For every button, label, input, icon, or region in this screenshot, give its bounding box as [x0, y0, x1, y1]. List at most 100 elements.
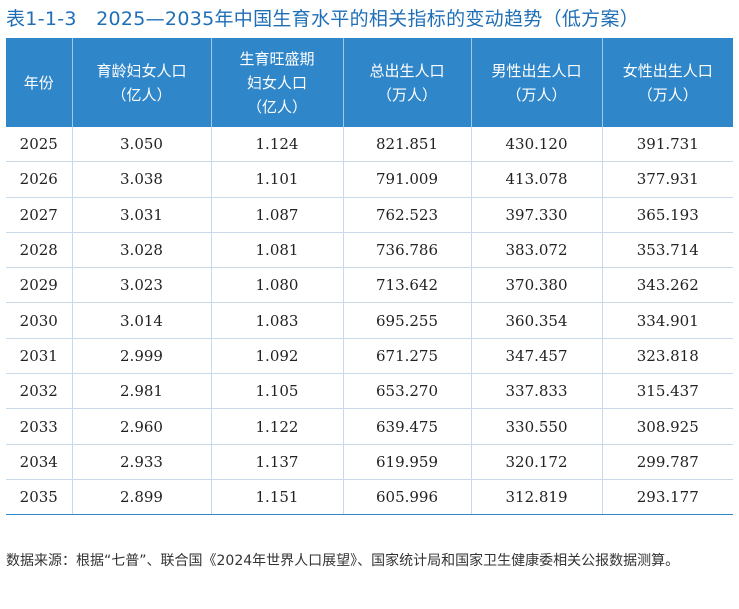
- value-cell: 1.087: [210, 197, 343, 233]
- value-cell: 377.931: [601, 161, 733, 198]
- header-row: 年份 育龄妇女人口 （亿人） 生育旺盛期 妇女人口 （亿人） 总出生人口 （万人） 男性出生人口…: [6, 38, 733, 127]
- column-header-line: （万人）: [376, 85, 437, 104]
- data-table: 年份 育龄妇女人口 （亿人） 生育旺盛期 妇女人口 （亿人） 总出生人口 （万人） 男性出生人口…: [6, 38, 733, 516]
- table-row: 2027 3.031 1.087 762.523 397.330 365.193: [6, 197, 733, 233]
- column-header: 总出生人口 （万人）: [342, 38, 471, 127]
- column-header-line: 生育旺盛期: [239, 49, 315, 68]
- value-cell: 3.038: [71, 161, 211, 198]
- table-body: 2025 3.050 1.124 821.851 430.120 391.731 2026 3…: [6, 127, 733, 516]
- value-cell: 3.023: [71, 267, 211, 304]
- year-cell: 2025: [6, 127, 72, 163]
- value-cell: 3.031: [71, 197, 211, 233]
- value-cell: 391.731: [601, 127, 733, 163]
- table-row: 2033 2.960 1.122 639.475 330.550 308.925: [6, 408, 733, 445]
- value-cell: 347.457: [470, 338, 602, 375]
- value-cell: 1.151: [210, 479, 343, 516]
- value-cell: 1.124: [210, 127, 343, 163]
- value-cell: 3.050: [71, 127, 211, 163]
- column-header-line: （万人）: [637, 85, 698, 104]
- value-cell: 343.262: [601, 267, 733, 304]
- year-cell: 2035: [6, 479, 72, 516]
- column-header-line: （亿人）: [111, 85, 172, 104]
- value-cell: 1.101: [210, 161, 343, 198]
- year-cell: 2030: [6, 302, 72, 339]
- table-row: 2026 3.038 1.101 791.009 413.078 377.931: [6, 161, 733, 198]
- year-cell: 2034: [6, 444, 72, 480]
- value-cell: 413.078: [470, 161, 602, 198]
- value-cell: 353.714: [601, 232, 733, 269]
- column-header-line: （亿人）: [246, 97, 307, 116]
- value-cell: 1.081: [210, 232, 343, 269]
- table-row: 2031 2.999 1.092 671.275 347.457 323.818: [6, 338, 733, 375]
- value-cell: 653.270: [342, 373, 471, 410]
- table-row: 2034 2.933 1.137 619.959 320.172 299.787: [6, 444, 733, 480]
- value-cell: 1.092: [210, 338, 343, 375]
- column-header-line: 年份: [23, 73, 54, 92]
- value-cell: 1.083: [210, 302, 343, 339]
- year-cell: 2026: [6, 161, 72, 198]
- table-title: 表1-1-3 2025—2035年中国生育水平的相关指标的变动趋势（低方案）: [6, 8, 640, 30]
- year-cell: 2032: [6, 373, 72, 410]
- value-cell: 1.080: [210, 267, 343, 304]
- value-cell: 397.330: [470, 197, 602, 233]
- value-cell: 736.786: [342, 232, 471, 269]
- column-header-line: 总出生人口: [369, 61, 445, 80]
- value-cell: 1.137: [210, 444, 343, 480]
- value-cell: 713.642: [342, 267, 471, 304]
- value-cell: 1.122: [210, 408, 343, 445]
- value-cell: 619.959: [342, 444, 471, 480]
- column-header-line: 妇女人口: [246, 73, 307, 92]
- column-header-line: 育龄妇女人口: [96, 61, 187, 80]
- value-cell: 370.380: [470, 267, 602, 304]
- value-cell: 2.933: [71, 444, 211, 480]
- value-cell: 2.981: [71, 373, 211, 410]
- column-header: 年份: [6, 38, 72, 127]
- value-cell: 337.833: [470, 373, 602, 410]
- column-header: 女性出生人口 （万人）: [601, 38, 733, 127]
- table-row: 2035 2.899 1.151 605.996 312.819 293.177: [6, 479, 733, 516]
- year-cell: 2031: [6, 338, 72, 375]
- value-cell: 2.899: [71, 479, 211, 516]
- value-cell: 3.014: [71, 302, 211, 339]
- value-cell: 299.787: [601, 444, 733, 480]
- column-header-line: 男性出生人口: [491, 61, 582, 80]
- column-header: 生育旺盛期妇女人口 （亿人）: [210, 38, 343, 127]
- value-cell: 330.550: [470, 408, 602, 445]
- value-cell: 308.925: [601, 408, 733, 445]
- value-cell: 334.901: [601, 302, 733, 339]
- value-cell: 430.120: [470, 127, 602, 163]
- table-row: 2030 3.014 1.083 695.255 360.354 334.901: [6, 302, 733, 339]
- value-cell: 671.275: [342, 338, 471, 375]
- value-cell: 360.354: [470, 302, 602, 339]
- value-cell: 2.960: [71, 408, 211, 445]
- value-cell: 821.851: [342, 127, 471, 163]
- value-cell: 695.255: [342, 302, 471, 339]
- source-note: 数据来源：根据“七普”、联合国《2024年世界人口展望》、国家统计局和国家卫生健…: [6, 553, 680, 569]
- value-cell: 315.437: [601, 373, 733, 410]
- column-header-line: （万人）: [506, 85, 567, 104]
- year-cell: 2033: [6, 408, 72, 445]
- value-cell: 383.072: [470, 232, 602, 269]
- value-cell: 2.999: [71, 338, 211, 375]
- value-cell: 323.818: [601, 338, 733, 375]
- value-cell: 1.105: [210, 373, 343, 410]
- column-header-line: 女性出生人口: [622, 61, 713, 80]
- value-cell: 3.028: [71, 232, 211, 269]
- table-row: 2025 3.050 1.124 821.851 430.120 391.731: [6, 127, 733, 163]
- value-cell: 605.996: [342, 479, 471, 516]
- value-cell: 365.193: [601, 197, 733, 233]
- year-cell: 2027: [6, 197, 72, 233]
- year-cell: 2029: [6, 267, 72, 304]
- value-cell: 762.523: [342, 197, 471, 233]
- value-cell: 320.172: [470, 444, 602, 480]
- table-row: 2028 3.028 1.081 736.786 383.072 353.714: [6, 232, 733, 269]
- value-cell: 312.819: [470, 479, 602, 516]
- value-cell: 293.177: [601, 479, 733, 516]
- year-cell: 2028: [6, 232, 72, 269]
- value-cell: 791.009: [342, 161, 471, 198]
- column-header: 男性出生人口 （万人）: [470, 38, 602, 127]
- table-row: 2032 2.981 1.105 653.270 337.833 315.437: [6, 373, 733, 410]
- table-row: 2029 3.023 1.080 713.642 370.380 343.262: [6, 267, 733, 304]
- column-header: 育龄妇女人口 （亿人）: [71, 38, 211, 127]
- value-cell: 639.475: [342, 408, 471, 445]
